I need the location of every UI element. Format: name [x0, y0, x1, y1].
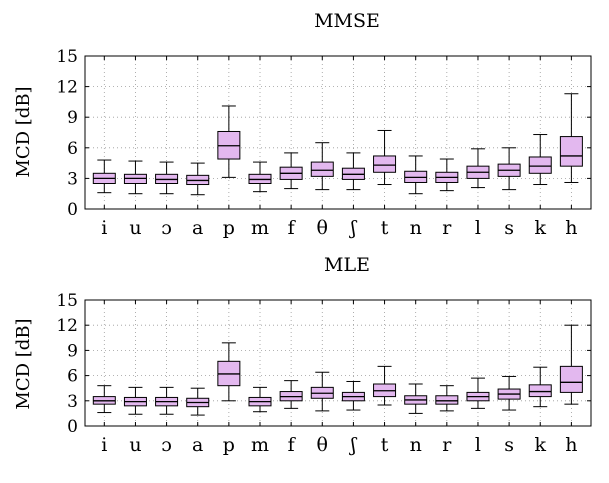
x-tick-label: h	[565, 217, 577, 239]
y-tick-label: 15	[56, 47, 78, 67]
plot-frame	[84, 55, 592, 210]
x-tick-label: n	[410, 217, 422, 239]
chart-title: MLE	[324, 254, 370, 276]
x-tick-label: a	[192, 217, 203, 239]
box-plot-6	[279, 380, 303, 409]
box-plot-0	[92, 159, 116, 194]
box-plot-0	[92, 385, 116, 414]
y-tick-label: 9	[67, 108, 78, 128]
box-plot-8	[341, 380, 365, 411]
box-plot-14	[528, 134, 552, 186]
x-tick-label: s	[504, 217, 514, 239]
box-plot-5	[248, 386, 272, 413]
y-axis-label: MCD [dB]	[13, 86, 34, 177]
x-tick-label: ɔ	[161, 434, 172, 456]
y-tick-label: 12	[56, 316, 78, 336]
box-plot-5	[248, 161, 272, 193]
x-tick-label: h	[565, 434, 577, 456]
y-axis-label: MCD [dB]	[13, 318, 34, 409]
y-tick-label: 12	[56, 78, 78, 98]
box-plot-2	[155, 161, 179, 195]
x-tick-label: m	[251, 434, 269, 456]
y-tick-label: 15	[56, 291, 78, 311]
x-tick-label: r	[442, 434, 452, 456]
x-tick-label: l	[475, 217, 481, 239]
x-tick-label: t	[381, 217, 389, 239]
x-tick-label: r	[442, 217, 452, 239]
box-plot-8	[341, 152, 365, 191]
box-plot-10	[404, 383, 428, 414]
y-tick-label: 6	[67, 139, 78, 159]
x-tick-label: u	[129, 434, 141, 456]
x-tick-label: ʃ	[349, 434, 358, 456]
x-tick-label: l	[475, 434, 481, 456]
box-plot-1	[123, 160, 147, 195]
y-tick-label: 3	[67, 392, 78, 412]
box-plot-15	[559, 93, 583, 183]
x-tick-label: m	[251, 217, 269, 239]
box-plot-4	[217, 105, 241, 178]
iqr-box	[528, 384, 552, 398]
box-plot-14	[528, 366, 552, 408]
box-plot-7	[310, 371, 334, 412]
x-tick-label: s	[504, 434, 514, 456]
iqr-box	[528, 156, 552, 174]
box-plot-1	[123, 386, 147, 415]
box-plot-11	[435, 385, 459, 412]
x-tick-label: f	[288, 434, 297, 456]
box-plot-10	[404, 155, 428, 195]
x-tick-label: ɔ	[161, 217, 172, 239]
box-plot-6	[279, 152, 303, 190]
x-tick-label: f	[288, 217, 297, 239]
iqr-box	[559, 365, 583, 393]
box-plot-7	[310, 142, 334, 191]
box-plot-9	[373, 365, 397, 406]
x-tick-label: p	[223, 217, 235, 239]
x-tick-label: ʃ	[349, 217, 358, 239]
chart-title: MMSE	[314, 10, 380, 32]
y-tick-label: 6	[67, 367, 78, 387]
x-tick-label: t	[381, 434, 389, 456]
x-tick-label: k	[534, 434, 546, 456]
iqr-box	[559, 136, 583, 167]
y-tick-label: 9	[67, 341, 78, 361]
x-tick-label: i	[101, 217, 107, 239]
x-tick-label: i	[101, 434, 107, 456]
iqr-box	[435, 395, 459, 405]
box-plot-2	[155, 386, 179, 415]
box-plot-13	[497, 375, 521, 411]
x-tick-label: θ	[317, 217, 328, 239]
box-plot-9	[373, 129, 397, 186]
box-plot-12	[466, 377, 490, 409]
x-tick-label: n	[410, 434, 422, 456]
box-plot-12	[466, 148, 490, 189]
x-tick-label: a	[192, 434, 203, 456]
x-tick-label: u	[129, 217, 141, 239]
iqr-box	[373, 155, 397, 173]
box-plot-4	[217, 342, 241, 402]
x-tick-label: k	[534, 217, 546, 239]
box-plot-3	[186, 162, 210, 196]
box-plot-3	[186, 387, 210, 416]
plot-frame	[84, 299, 592, 427]
box-plot-13	[497, 147, 521, 191]
y-tick-label: 0	[67, 417, 78, 437]
y-tick-label: 0	[67, 200, 78, 220]
x-tick-label: p	[223, 434, 235, 456]
box-plot-15	[559, 324, 583, 405]
x-tick-label: θ	[317, 434, 328, 456]
iqr-box	[310, 161, 334, 177]
box-plot-11	[435, 158, 459, 192]
y-tick-label: 3	[67, 169, 78, 189]
